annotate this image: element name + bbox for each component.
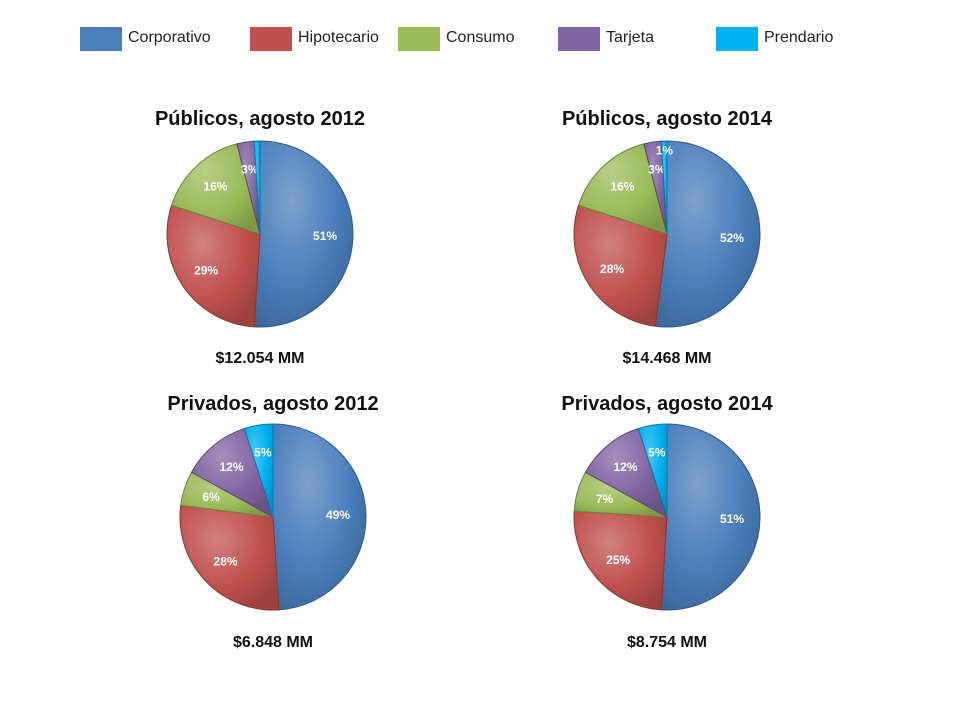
pie-slice-hipotecario: [179, 504, 280, 611]
legend-label-prendario: Prendario: [764, 29, 834, 46]
pie-plot: 49% 28% 6% 12% 5%: [179, 423, 367, 611]
slice-label-hipotecario: 29%: [194, 264, 218, 278]
pie-slice-corporativo: [654, 140, 761, 328]
pie-chart-publicos-2012: Públicos, agosto 2012 51% 29% 16% 3% $12.05…: [110, 108, 410, 368]
slice-label-corporativo: 51%: [720, 512, 744, 526]
slice-label-prendario: 1%: [656, 143, 674, 157]
slice-label-tarjeta: 3%: [648, 163, 666, 177]
pie-chart-publicos-2014: Públicos, agosto 2014 52% 28% 16% 3% 1% $14.…: [517, 108, 817, 368]
pie-plot: 51% 29% 16% 3%: [166, 140, 354, 328]
chart-title: Privados, agosto 2014: [561, 393, 773, 415]
slice-label-hipotecario: 28%: [600, 262, 624, 276]
chart-title: Privados, agosto 2012: [167, 393, 379, 415]
total-amount: $6.848 MM: [232, 634, 314, 651]
slice-label-corporativo: 49%: [326, 508, 350, 522]
pie-plot: 51% 25% 7% 12% 5%: [573, 423, 761, 611]
pie-slice-prendario: [660, 140, 668, 235]
legend-swatch-tarjeta: [558, 27, 600, 51]
pie-slice-tarjeta: [190, 427, 274, 519]
slice-label-consumo: 16%: [203, 180, 227, 194]
chart-title: Públicos, agosto 2014: [561, 108, 773, 130]
slice-label-prendario: 5%: [648, 446, 666, 460]
pie-slice-hipotecario: [573, 510, 668, 611]
slice-label-consumo: 6%: [202, 490, 220, 504]
slice-label-consumo: 16%: [610, 180, 634, 194]
pie-slice-hipotecario: [573, 204, 668, 327]
pie-slice-consumo: [170, 143, 261, 235]
pie-chart-privados-2012: Privados, agosto 2012 49% 28% 6% 12% 5% $6.8…: [123, 393, 423, 653]
legend-label-hipotecario: Hipotecario: [298, 29, 379, 46]
pie-slice-prendario: [253, 140, 261, 235]
legend-swatch-consumo: [398, 27, 440, 51]
pie-slice-corporativo: [253, 140, 354, 328]
pie-slice-prendario: [243, 423, 274, 518]
slice-label-consumo: 7%: [596, 492, 614, 506]
legend-swatch-prendario: [716, 27, 758, 51]
total-amount: $8.754 MM: [626, 634, 708, 651]
legend-swatch-corporativo: [80, 27, 122, 51]
legend-label-tarjeta: Tarjeta: [606, 29, 655, 46]
pie-slice-tarjeta: [584, 427, 668, 519]
pie-slice-consumo: [577, 143, 668, 235]
slice-label-tarjeta: 3%: [241, 163, 259, 177]
chart-legend: Corporativo Hipotecario Consumo Tarjeta …: [80, 27, 880, 51]
pie-plot: 52% 28% 16% 3% 1%: [573, 140, 761, 328]
slice-label-corporativo: 52%: [720, 231, 744, 245]
chart-title: Públicos, agosto 2012: [154, 108, 366, 130]
slice-label-tarjeta: 12%: [613, 460, 637, 474]
slice-label-corporativo: 51%: [313, 229, 337, 243]
total-amount: $14.468 MM: [622, 350, 712, 367]
legend-label-corporativo: Corporativo: [128, 29, 211, 46]
legend-label-consumo: Consumo: [446, 29, 515, 46]
legend-swatch-hipotecario: [250, 27, 292, 51]
slice-label-prendario: 5%: [254, 446, 272, 460]
pie-slice-corporativo: [272, 423, 367, 611]
total-amount: $12.054 MM: [215, 350, 305, 367]
pie-slice-corporativo: [660, 423, 761, 611]
pie-slice-prendario: [637, 423, 668, 518]
slice-label-hipotecario: 28%: [214, 555, 238, 569]
slice-label-tarjeta: 12%: [219, 460, 243, 474]
slice-label-hipotecario: 25%: [606, 553, 630, 567]
pie-chart-privados-2014: Privados, agosto 2014 51% 25% 7% 12% 5% $8.7…: [517, 393, 817, 653]
pie-slice-hipotecario: [166, 204, 261, 328]
